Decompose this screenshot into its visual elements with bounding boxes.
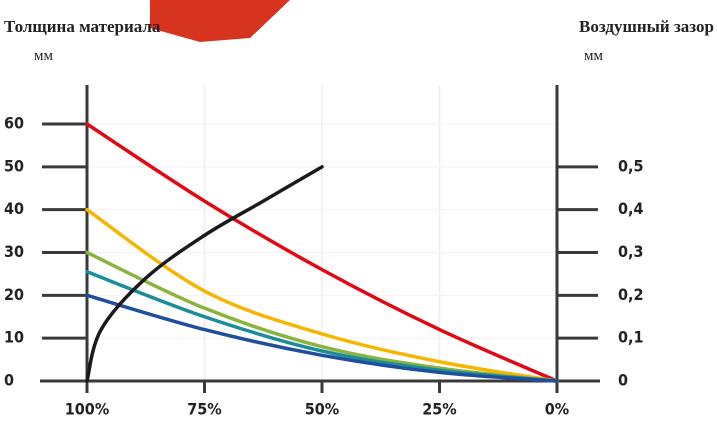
series-line — [85, 122, 559, 383]
y2-tick-label: 0,1 — [618, 328, 644, 347]
y2-tick-label: 0 — [618, 371, 628, 390]
x-tick-label: 25% — [422, 400, 456, 419]
y-tick-label: 50 — [4, 156, 24, 175]
series-line — [85, 293, 559, 383]
y2-tick-label: 0,4 — [618, 199, 644, 218]
series-line — [85, 165, 324, 383]
y-tick-label: 20 — [4, 285, 24, 304]
x-tick-label: 50% — [305, 400, 339, 419]
x-tick-label: 75% — [187, 400, 221, 419]
y-tick-label: 0 — [4, 371, 14, 390]
x-tick-label: 0% — [545, 400, 569, 419]
y-tick-label: 10 — [4, 328, 24, 347]
y2-axis-title: Воздушный зазор — [579, 17, 714, 36]
y2-tick-label: 0,5 — [618, 156, 644, 175]
x-tick-label: 100% — [65, 400, 109, 419]
decor-shape — [150, 0, 290, 42]
y2-tick-label: 0,3 — [618, 242, 644, 261]
y-axis-unit: мм — [34, 48, 53, 64]
y2-axis-unit: мм — [584, 48, 603, 64]
y-tick-label: 30 — [4, 242, 24, 261]
y-axis-title: Толщина материала — [4, 17, 161, 36]
y2-tick-label: 0,2 — [618, 285, 644, 304]
y-tick-label: 60 — [4, 114, 24, 133]
y-tick-label: 40 — [4, 199, 24, 218]
